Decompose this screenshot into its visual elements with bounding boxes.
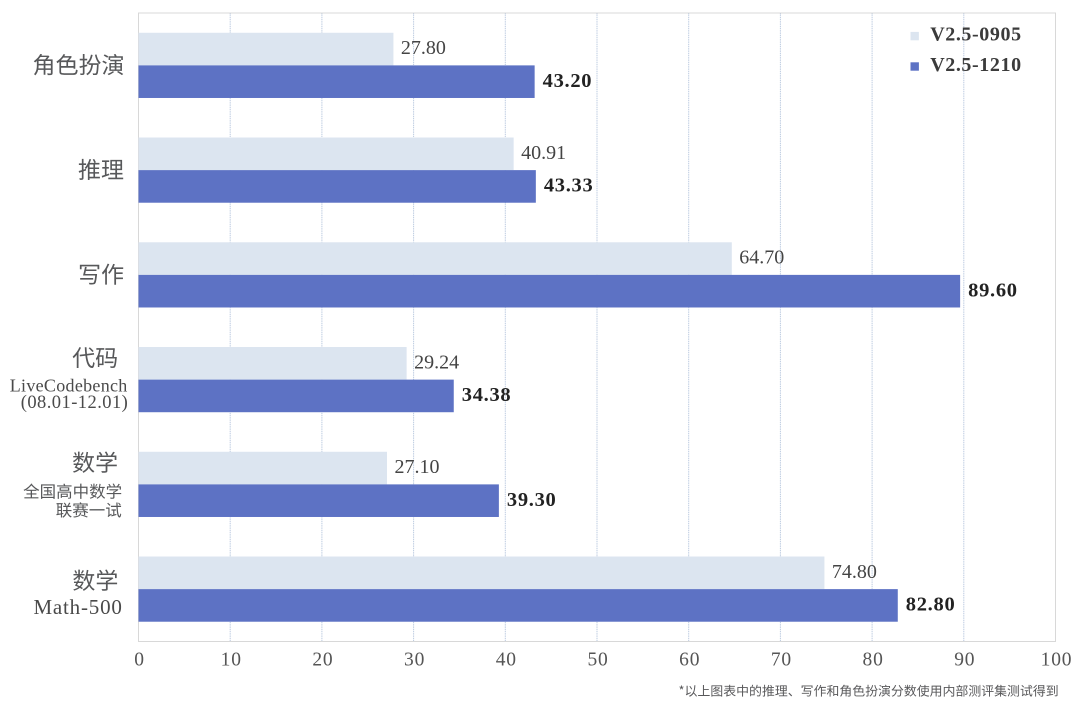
svg-text:40.91: 40.91 [521, 142, 566, 164]
svg-text:V2.5-0905: V2.5-0905 [930, 24, 1022, 46]
svg-text:Math-500: Math-500 [33, 595, 122, 619]
svg-text:43.33: 43.33 [544, 175, 594, 197]
svg-text:60: 60 [679, 650, 700, 671]
svg-text:70: 70 [771, 650, 792, 671]
svg-text:64.70: 64.70 [739, 247, 784, 269]
svg-text:0: 0 [134, 650, 145, 671]
svg-text:40: 40 [496, 650, 517, 671]
svg-text:LiveCodebench: LiveCodebench [10, 376, 128, 396]
svg-text:50: 50 [587, 650, 608, 671]
svg-text:80: 80 [863, 650, 884, 671]
svg-text:27.80: 27.80 [401, 37, 446, 59]
svg-text:89.60: 89.60 [968, 279, 1018, 301]
svg-text:27.10: 27.10 [395, 456, 440, 478]
svg-text:10: 10 [221, 650, 242, 671]
svg-text:100: 100 [1041, 650, 1073, 671]
svg-text:74.80: 74.80 [832, 561, 877, 583]
svg-text:82.80: 82.80 [906, 594, 956, 616]
svg-text:29.24: 29.24 [414, 351, 459, 373]
svg-text:90: 90 [954, 650, 975, 671]
svg-text:20: 20 [312, 650, 333, 671]
svg-text:34.38: 34.38 [462, 384, 512, 406]
svg-text:(08.01-12.01): (08.01-12.01) [21, 393, 129, 413]
svg-text:39.30: 39.30 [507, 489, 557, 511]
svg-text:30: 30 [404, 650, 425, 671]
svg-text:43.20: 43.20 [543, 70, 593, 92]
svg-text:V2.5-1210: V2.5-1210 [930, 54, 1022, 76]
